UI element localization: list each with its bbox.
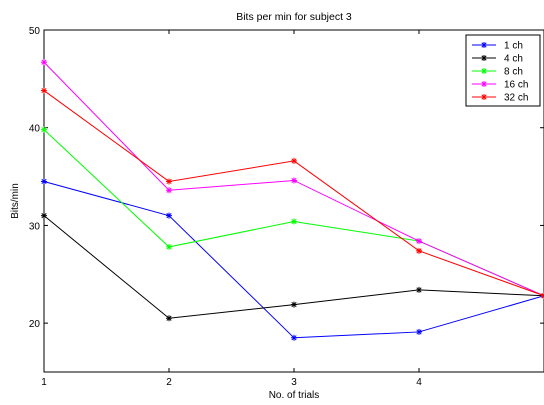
- data-point-marker: [416, 329, 422, 335]
- y-tick-label: 50: [29, 26, 41, 37]
- chart-title: Bits per min for subject 3: [236, 11, 352, 23]
- data-point-marker: [166, 187, 172, 193]
- data-point-marker: [166, 244, 172, 250]
- x-tick-label: 2: [166, 377, 172, 388]
- data-point-marker: [291, 335, 297, 341]
- legend-entry-label: 16 ch: [504, 80, 528, 91]
- y-axis-label: Bits/min: [10, 183, 21, 219]
- legend-entry-label: 4 ch: [504, 54, 523, 65]
- data-point-marker: [41, 127, 47, 133]
- data-point-marker: [481, 42, 487, 48]
- data-point-marker: [166, 178, 172, 184]
- data-point-marker: [291, 158, 297, 164]
- data-point-marker: [416, 238, 422, 244]
- data-point-marker: [416, 287, 422, 293]
- data-point-marker: [166, 315, 172, 321]
- data-point-marker: [481, 55, 487, 61]
- legend: 1 ch 4 ch 8 ch 16 ch 32 ch: [466, 35, 540, 106]
- data-point-marker: [481, 94, 487, 100]
- legend-entry-label: 1 ch: [504, 41, 523, 52]
- data-point-marker: [481, 81, 487, 87]
- data-point-marker: [291, 219, 297, 225]
- data-point-marker: [166, 213, 172, 219]
- data-point-marker: [291, 177, 297, 183]
- data-point-marker: [416, 248, 422, 254]
- data-point-marker: [41, 178, 47, 184]
- data-point-marker: [291, 302, 297, 308]
- x-tick-label: 3: [291, 377, 297, 388]
- legend-entry-label: 32 ch: [504, 93, 528, 104]
- data-point-marker: [41, 88, 47, 94]
- data-point-marker: [41, 59, 47, 65]
- x-tick-label: 4: [416, 377, 422, 388]
- y-tick-label: 20: [29, 319, 41, 330]
- x-axis-label: No. of trials: [269, 390, 320, 401]
- data-point-marker: [41, 213, 47, 219]
- y-tick-label: 30: [29, 221, 41, 232]
- y-tick-label: 40: [29, 124, 41, 135]
- x-tick-label: 1: [41, 377, 47, 388]
- legend-entry-label: 8 ch: [504, 67, 523, 78]
- data-point-marker: [481, 68, 487, 74]
